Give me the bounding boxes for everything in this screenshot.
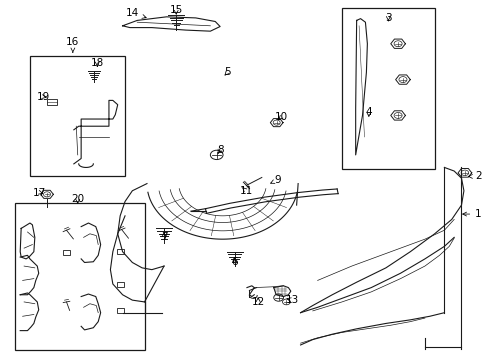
Text: 12: 12	[251, 297, 264, 307]
Bar	[15, 203, 144, 350]
Bar	[117, 282, 123, 287]
Bar	[47, 99, 57, 105]
Text: 19: 19	[37, 92, 50, 102]
Text: 13: 13	[285, 295, 298, 305]
Text: 11: 11	[239, 186, 252, 196]
Text: 18: 18	[90, 58, 103, 68]
Text: 8: 8	[216, 144, 223, 154]
Text: 4: 4	[365, 107, 371, 117]
Text: 1: 1	[462, 209, 481, 219]
Text: 14: 14	[125, 8, 146, 18]
Text: 17: 17	[33, 188, 46, 198]
Text: 15: 15	[169, 5, 183, 15]
Text: 20: 20	[71, 194, 84, 204]
Bar	[341, 8, 434, 169]
Bar	[30, 56, 125, 176]
Text: 3: 3	[384, 13, 391, 23]
Text: 9: 9	[270, 175, 281, 185]
Text: 2: 2	[468, 171, 481, 181]
Text: 5: 5	[224, 67, 230, 77]
Text: 16: 16	[66, 37, 80, 53]
Bar	[63, 250, 70, 255]
Bar	[117, 308, 123, 313]
Text: 7: 7	[161, 232, 167, 242]
Text: 6: 6	[231, 257, 238, 267]
Text: 10: 10	[274, 112, 287, 122]
Bar	[117, 249, 123, 254]
